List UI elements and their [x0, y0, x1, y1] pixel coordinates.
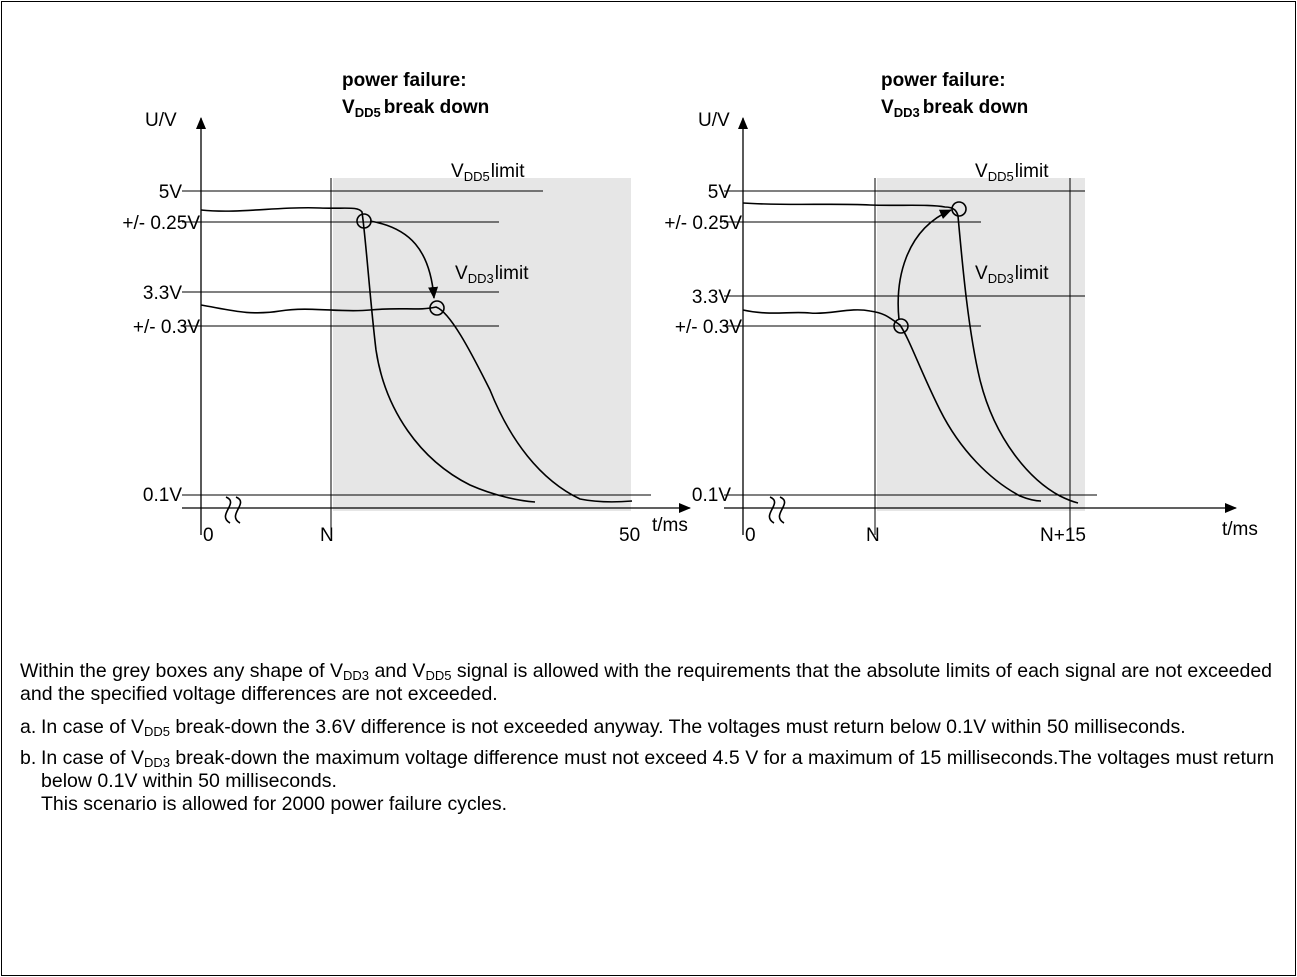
- y-label-0v1: 0.1V: [692, 485, 731, 506]
- transition-arrow: [369, 220, 439, 299]
- x-label-0: 0: [203, 525, 214, 546]
- y-axis-label: U/V: [145, 110, 177, 131]
- y-label-3v3: 3.3V: [143, 283, 182, 304]
- caption-item-b: b. In case of VDD3 break-down the maximu…: [20, 747, 1275, 815]
- chart-title-line1: power failure:: [881, 70, 1006, 91]
- x-label-n: N: [866, 525, 880, 546]
- caption-intro: Within the grey boxes any shape of VDD3 …: [20, 660, 1273, 705]
- item-marker: a.: [20, 716, 37, 738]
- chart-title-line2: VDD5 break down: [342, 97, 489, 120]
- axis-break-mark: [224, 496, 242, 524]
- transition-arrow: [897, 209, 952, 321]
- grey-box: [877, 178, 1085, 511]
- vdd5-curve: [742, 202, 1079, 504]
- chart-vdd3-breakdown: power failure: VDD3 break down U/V 5V +/-…: [664, 70, 1258, 546]
- limit-label-vdd3: VDD3limit: [975, 263, 1049, 286]
- y-label-tol-03: +/- 0.3V: [675, 317, 742, 338]
- y-axis-label: U/V: [698, 110, 730, 131]
- x-label-50: 50: [619, 525, 640, 546]
- x-label-0: 0: [745, 525, 756, 546]
- y-label-tol-025: +/- 0.25V: [664, 213, 742, 234]
- power-failure-diagram: power failure: VDD5 break down U/V 5V +/-…: [122, 70, 1258, 546]
- y-label-tol-025: +/- 0.25V: [122, 213, 200, 234]
- y-label-5v: 5V: [708, 182, 732, 203]
- y-label-5v: 5V: [159, 182, 183, 203]
- y-label-0v1: 0.1V: [143, 485, 182, 506]
- x-axis-label: t/ms: [652, 515, 688, 536]
- vdd3-curve: [200, 304, 633, 503]
- vdd3-break-point: [429, 300, 445, 316]
- chart-vdd5-breakdown: power failure: VDD5 break down U/V 5V +/-…: [122, 70, 691, 546]
- x-label-n15: N+15: [1040, 525, 1086, 546]
- limit-label-vdd3: VDD3limit: [455, 263, 529, 286]
- vdd5-break-point: [951, 201, 967, 217]
- axis-break-mark: [768, 496, 786, 524]
- vdd5-curve: [200, 206, 536, 503]
- x-label-n: N: [320, 525, 334, 546]
- caption-item-b-note: This scenario is allowed for 2000 power …: [41, 793, 508, 815]
- y-label-tol-03: +/- 0.3V: [133, 317, 200, 338]
- limit-label-vdd5: VDD5limit: [975, 161, 1049, 184]
- chart-title-line1: power failure:: [342, 70, 467, 91]
- item-marker: b.: [20, 747, 37, 769]
- y-label-3v3: 3.3V: [692, 287, 731, 308]
- vdd3-break-point: [893, 318, 909, 334]
- x-axis-label: t/ms: [1222, 519, 1258, 540]
- caption-item-a: a. In case of VDD5 break-down the 3.6V d…: [20, 716, 1186, 739]
- chart-title-line2: VDD3 break down: [881, 97, 1028, 120]
- limit-label-vdd5: VDD5limit: [451, 161, 525, 184]
- grey-box: [333, 178, 631, 511]
- caption: Within the grey boxes any shape of VDD3 …: [20, 660, 1282, 824]
